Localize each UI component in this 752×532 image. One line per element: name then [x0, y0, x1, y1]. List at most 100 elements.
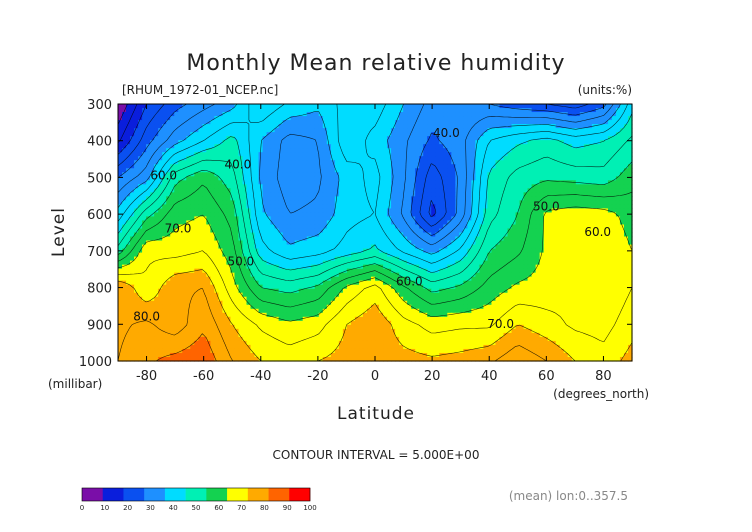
heatmap-cell [230, 176, 236, 181]
heatmap-cell [483, 128, 489, 133]
heatmap-cell [366, 224, 372, 230]
heatmap-cell [350, 204, 356, 210]
heatmap-cell [286, 228, 292, 234]
heatmap-cell [579, 120, 585, 125]
heatmap-cell [595, 184, 601, 189]
heatmap-cell [579, 220, 585, 226]
heatmap-cell [575, 216, 581, 222]
heatmap-cell [459, 140, 464, 145]
heatmap-cell [599, 256, 605, 262]
heatmap-cell [342, 200, 348, 205]
heatmap-cell [286, 140, 292, 145]
heatmap-cell [142, 248, 147, 254]
heatmap-cell [126, 168, 131, 173]
heatmap-cell [270, 124, 276, 129]
heatmap-cell [362, 136, 368, 141]
heatmap-cell [447, 212, 452, 218]
heatmap-cell [595, 156, 601, 161]
heatmap-cell [338, 252, 344, 258]
heatmap-cell [126, 144, 131, 149]
heatmap-cell [334, 136, 340, 141]
heatmap-cell [423, 212, 428, 218]
heatmap-cell [210, 172, 215, 177]
heatmap-cell [479, 148, 485, 153]
heatmap-cell [571, 124, 577, 129]
heatmap-cell [342, 256, 348, 262]
heatmap-cell [354, 248, 360, 254]
heatmap-cell [254, 232, 260, 238]
heatmap-cell [310, 112, 316, 117]
heatmap-cell [403, 140, 408, 145]
heatmap-cell [399, 144, 404, 149]
heatmap-cell [234, 256, 240, 262]
heatmap-cell [310, 232, 316, 238]
heatmap-cell [459, 156, 464, 161]
heatmap-cell [583, 220, 589, 226]
heatmap-cell [567, 204, 573, 210]
heatmap-cell [379, 128, 384, 133]
heatmap-cell [186, 108, 191, 113]
heatmap-cell [543, 144, 549, 149]
heatmap-cell [310, 208, 316, 214]
heatmap-cell [379, 112, 384, 117]
heatmap-cell [419, 112, 424, 117]
heatmap-cell [471, 164, 476, 169]
heatmap-cell [607, 108, 613, 113]
heatmap-cell [487, 196, 493, 201]
heatmap-cell [599, 200, 605, 205]
heatmap-cell [523, 212, 529, 218]
heatmap-cell [423, 180, 428, 185]
heatmap-cell [595, 172, 601, 177]
heatmap-cell [214, 148, 219, 153]
heatmap-cell [254, 244, 260, 250]
heatmap-cell [278, 176, 284, 181]
heatmap-cell [130, 216, 135, 222]
heatmap-cell [583, 116, 589, 121]
heatmap-cell [431, 192, 436, 197]
heatmap-cell [439, 144, 444, 149]
heatmap-cell [487, 212, 493, 218]
heatmap-cell [298, 204, 304, 210]
heatmap-cell [571, 252, 577, 258]
heatmap-cell [274, 120, 280, 125]
heatmap-cell [138, 108, 143, 113]
heatmap-cell [226, 172, 232, 177]
heatmap-cell [623, 180, 629, 185]
heatmap-cell [346, 124, 352, 129]
heatmap-cell [270, 232, 276, 238]
heatmap-cell [447, 236, 452, 242]
heatmap-cell [298, 184, 304, 189]
heatmap-cell [246, 212, 252, 218]
heatmap-cell [186, 144, 191, 149]
heatmap-cell [555, 120, 561, 125]
heatmap-cell [555, 228, 561, 234]
heatmap-cell [383, 168, 388, 173]
heatmap-cell [515, 120, 521, 125]
heatmap-cell [599, 248, 605, 254]
heatmap-cell [423, 192, 428, 197]
heatmap-cell [495, 252, 501, 258]
heatmap-cell [126, 140, 131, 145]
heatmap-cell [186, 132, 191, 137]
heatmap-cell [591, 200, 597, 205]
heatmap-cell [150, 132, 155, 137]
heatmap-cell [326, 196, 332, 201]
heatmap-cell [411, 180, 416, 185]
heatmap-cell [507, 144, 513, 149]
heatmap-cell [599, 116, 605, 121]
heatmap-cell [379, 236, 384, 242]
heatmap-cell [354, 124, 360, 129]
heatmap-cell [222, 228, 228, 234]
heatmap-cell [515, 172, 521, 177]
heatmap-cell [487, 220, 493, 226]
heatmap-cell [463, 236, 468, 242]
heatmap-cell [547, 216, 553, 222]
heatmap-cell [246, 216, 252, 222]
heatmap-cell [395, 188, 400, 193]
heatmap-cell [190, 140, 195, 145]
heatmap-cell [326, 244, 332, 250]
heatmap-cell [515, 220, 521, 226]
heatmap-cell [150, 208, 155, 214]
heatmap-cell [302, 172, 308, 177]
heatmap-cell [479, 240, 485, 246]
